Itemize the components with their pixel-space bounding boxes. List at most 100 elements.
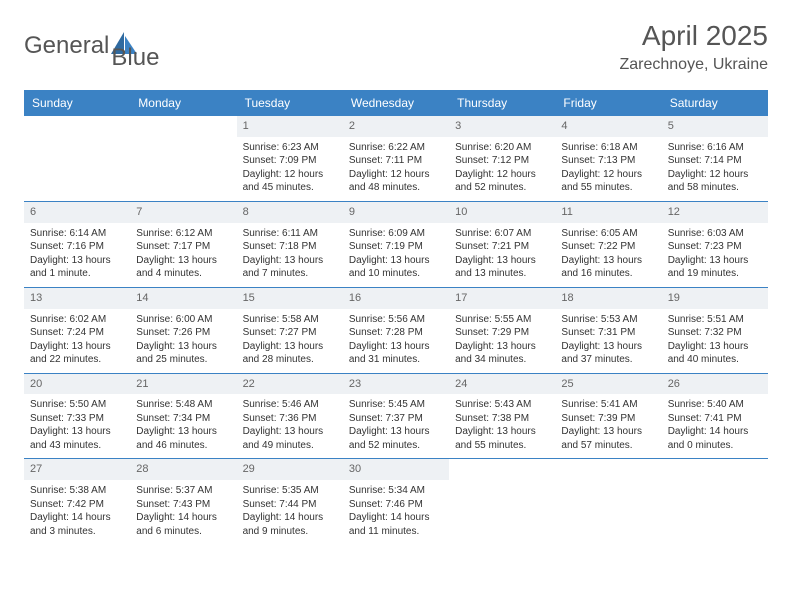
calendar-day-cell: 27Sunrise: 5:38 AMSunset: 7:42 PMDayligh…	[24, 459, 130, 544]
sunset-line: Sunset: 7:23 PM	[668, 240, 762, 254]
day-details: Sunrise: 6:09 AMSunset: 7:19 PMDaylight:…	[343, 223, 449, 287]
daylight-line: Daylight: 12 hours and 55 minutes.	[561, 168, 655, 195]
day-details: Sunrise: 6:11 AMSunset: 7:18 PMDaylight:…	[237, 223, 343, 287]
sunset-line: Sunset: 7:36 PM	[243, 412, 337, 426]
weekday-header: Saturday	[662, 90, 768, 116]
daylight-line: Daylight: 13 hours and 46 minutes.	[136, 425, 230, 452]
logo-text-2: Blue	[111, 44, 159, 71]
sunrise-line: Sunrise: 5:45 AM	[349, 398, 443, 412]
day-details: Sunrise: 6:00 AMSunset: 7:26 PMDaylight:…	[130, 309, 236, 373]
sunset-line: Sunset: 7:16 PM	[30, 240, 124, 254]
day-details: Sunrise: 6:03 AMSunset: 7:23 PMDaylight:…	[662, 223, 768, 287]
calendar-day-cell: 4Sunrise: 6:18 AMSunset: 7:13 PMDaylight…	[555, 116, 661, 201]
sunset-line: Sunset: 7:09 PM	[243, 154, 337, 168]
day-number: 1	[237, 116, 343, 137]
weekday-header: Monday	[130, 90, 236, 116]
day-number: 18	[555, 288, 661, 309]
day-details: Sunrise: 5:50 AMSunset: 7:33 PMDaylight:…	[24, 394, 130, 458]
calendar-day-cell: 26Sunrise: 5:40 AMSunset: 7:41 PMDayligh…	[662, 374, 768, 459]
daylight-line: Daylight: 13 hours and 52 minutes.	[349, 425, 443, 452]
day-number: 13	[24, 288, 130, 309]
calendar-day-cell: 16Sunrise: 5:56 AMSunset: 7:28 PMDayligh…	[343, 288, 449, 373]
calendar-day-cell: 13Sunrise: 6:02 AMSunset: 7:24 PMDayligh…	[24, 288, 130, 373]
daylight-line: Daylight: 12 hours and 45 minutes.	[243, 168, 337, 195]
sunset-line: Sunset: 7:11 PM	[349, 154, 443, 168]
daylight-line: Daylight: 14 hours and 11 minutes.	[349, 511, 443, 538]
sunset-line: Sunset: 7:44 PM	[243, 498, 337, 512]
calendar-day-cell: 23Sunrise: 5:45 AMSunset: 7:37 PMDayligh…	[343, 374, 449, 459]
day-details: Sunrise: 6:16 AMSunset: 7:14 PMDaylight:…	[662, 137, 768, 201]
day-details: Sunrise: 5:56 AMSunset: 7:28 PMDaylight:…	[343, 309, 449, 373]
calendar-day-cell: 10Sunrise: 6:07 AMSunset: 7:21 PMDayligh…	[449, 202, 555, 287]
calendar-week-row: 1Sunrise: 6:23 AMSunset: 7:09 PMDaylight…	[24, 116, 768, 202]
calendar-day-cell	[449, 459, 555, 544]
sunrise-line: Sunrise: 6:03 AM	[668, 227, 762, 241]
daylight-line: Daylight: 13 hours and 10 minutes.	[349, 254, 443, 281]
day-details: Sunrise: 5:41 AMSunset: 7:39 PMDaylight:…	[555, 394, 661, 458]
daylight-line: Daylight: 13 hours and 37 minutes.	[561, 340, 655, 367]
day-number: 19	[662, 288, 768, 309]
sunrise-line: Sunrise: 5:40 AM	[668, 398, 762, 412]
daylight-line: Daylight: 13 hours and 34 minutes.	[455, 340, 549, 367]
calendar-week-row: 27Sunrise: 5:38 AMSunset: 7:42 PMDayligh…	[24, 459, 768, 544]
daylight-line: Daylight: 13 hours and 4 minutes.	[136, 254, 230, 281]
day-details: Sunrise: 5:48 AMSunset: 7:34 PMDaylight:…	[130, 394, 236, 458]
day-number: 2	[343, 116, 449, 137]
sunset-line: Sunset: 7:17 PM	[136, 240, 230, 254]
day-number: 26	[662, 374, 768, 395]
day-details: Sunrise: 6:18 AMSunset: 7:13 PMDaylight:…	[555, 137, 661, 201]
sunset-line: Sunset: 7:18 PM	[243, 240, 337, 254]
weekday-header: Thursday	[449, 90, 555, 116]
calendar-day-cell: 2Sunrise: 6:22 AMSunset: 7:11 PMDaylight…	[343, 116, 449, 201]
daylight-line: Daylight: 13 hours and 57 minutes.	[561, 425, 655, 452]
sunrise-line: Sunrise: 6:18 AM	[561, 141, 655, 155]
sunrise-line: Sunrise: 6:20 AM	[455, 141, 549, 155]
calendar: SundayMondayTuesdayWednesdayThursdayFrid…	[24, 90, 768, 544]
day-details: Sunrise: 5:55 AMSunset: 7:29 PMDaylight:…	[449, 309, 555, 373]
sunset-line: Sunset: 7:29 PM	[455, 326, 549, 340]
sunset-line: Sunset: 7:34 PM	[136, 412, 230, 426]
daylight-line: Daylight: 13 hours and 40 minutes.	[668, 340, 762, 367]
calendar-day-cell: 19Sunrise: 5:51 AMSunset: 7:32 PMDayligh…	[662, 288, 768, 373]
day-number: 7	[130, 202, 236, 223]
weekday-header: Sunday	[24, 90, 130, 116]
daylight-line: Daylight: 12 hours and 48 minutes.	[349, 168, 443, 195]
sunset-line: Sunset: 7:33 PM	[30, 412, 124, 426]
daylight-line: Daylight: 13 hours and 31 minutes.	[349, 340, 443, 367]
day-number: 15	[237, 288, 343, 309]
sunrise-line: Sunrise: 5:41 AM	[561, 398, 655, 412]
day-number: 21	[130, 374, 236, 395]
daylight-line: Daylight: 13 hours and 55 minutes.	[455, 425, 549, 452]
calendar-day-cell: 7 Sunrise: 6:12 AMSunset: 7:17 PMDaylight…	[130, 202, 236, 287]
sunset-line: Sunset: 7:13 PM	[561, 154, 655, 168]
day-details: Sunrise: 5:53 AMSunset: 7:31 PMDaylight:…	[555, 309, 661, 373]
sunrise-line: Sunrise: 5:46 AM	[243, 398, 337, 412]
calendar-day-cell: 24Sunrise: 5:43 AMSunset: 7:38 PMDayligh…	[449, 374, 555, 459]
sunset-line: Sunset: 7:38 PM	[455, 412, 549, 426]
logo-text-1: General	[24, 32, 109, 60]
day-details: Sunrise: 5:51 AMSunset: 7:32 PMDaylight:…	[662, 309, 768, 373]
sunrise-line: Sunrise: 5:51 AM	[668, 313, 762, 327]
calendar-day-cell: 17Sunrise: 5:55 AMSunset: 7:29 PMDayligh…	[449, 288, 555, 373]
day-number: 9	[343, 202, 449, 223]
calendar-day-cell: 9Sunrise: 6:09 AMSunset: 7:19 PMDaylight…	[343, 202, 449, 287]
weekday-header: Wednesday	[343, 90, 449, 116]
sunset-line: Sunset: 7:46 PM	[349, 498, 443, 512]
day-number: 30	[343, 459, 449, 480]
daylight-line: Daylight: 14 hours and 0 minutes.	[668, 425, 762, 452]
calendar-day-cell: 30Sunrise: 5:34 AMSunset: 7:46 PMDayligh…	[343, 459, 449, 544]
day-details: Sunrise: 6:22 AMSunset: 7:11 PMDaylight:…	[343, 137, 449, 201]
day-number: 27	[24, 459, 130, 480]
calendar-day-cell: 25Sunrise: 5:41 AMSunset: 7:39 PMDayligh…	[555, 374, 661, 459]
day-number: 12	[662, 202, 768, 223]
sunrise-line: Sunrise: 6:12 AM	[136, 227, 230, 241]
calendar-day-cell: 15Sunrise: 5:58 AMSunset: 7:27 PMDayligh…	[237, 288, 343, 373]
day-number: 29	[237, 459, 343, 480]
calendar-week-row: 13Sunrise: 6:02 AMSunset: 7:24 PMDayligh…	[24, 288, 768, 374]
page-header: General Blue April 2025 Zarechnoye, Ukra…	[24, 20, 768, 74]
calendar-day-cell: 21Sunrise: 5:48 AMSunset: 7:34 PMDayligh…	[130, 374, 236, 459]
sunrise-line: Sunrise: 5:56 AM	[349, 313, 443, 327]
sunrise-line: Sunrise: 6:16 AM	[668, 141, 762, 155]
day-details: Sunrise: 5:37 AMSunset: 7:43 PMDaylight:…	[130, 480, 236, 544]
sunrise-line: Sunrise: 6:09 AM	[349, 227, 443, 241]
